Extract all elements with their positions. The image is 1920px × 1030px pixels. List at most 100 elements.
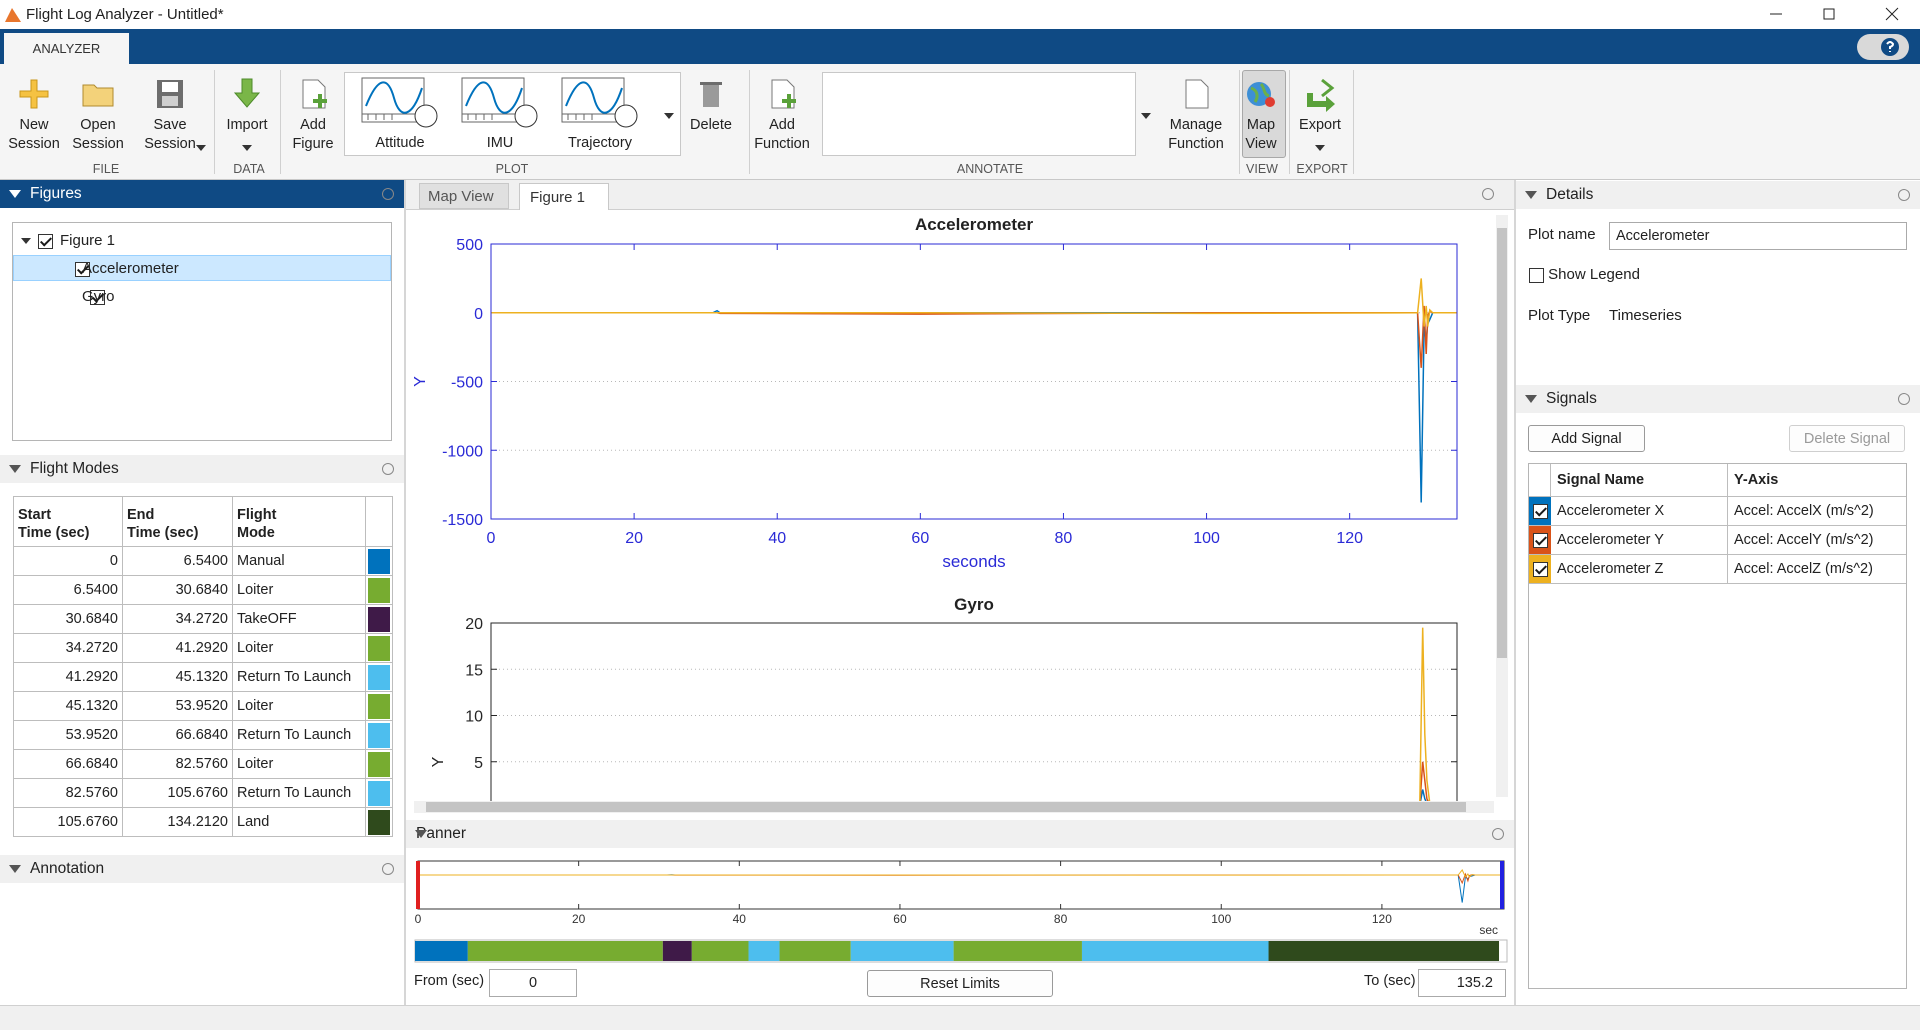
restore[interactable] [1823, 8, 1835, 20]
checkbox[interactable] [75, 261, 90, 277]
y-tick-label: 10 [465, 709, 483, 726]
x-tick-label: 40 [768, 530, 786, 547]
help-button[interactable] [1856, 33, 1910, 61]
panner-box [417, 860, 1505, 910]
checkbox[interactable] [1532, 532, 1548, 548]
row: 0 6.5400 Manual [13, 546, 393, 576]
window-controls[interactable] [1750, 0, 1920, 29]
ribbon-tab[interactable]: ANALYZER [4, 33, 129, 64]
close[interactable] [1885, 7, 1899, 21]
panel-header[interactable]: Panner [406, 820, 1514, 848]
doc-tab[interactable]: Figure 1 [519, 183, 609, 210]
mode-segment [1081, 941, 1269, 961]
splitter[interactable] [404, 180, 406, 1005]
icon [233, 78, 261, 108]
tree-label[interactable]: Accelerometer [82, 260, 179, 277]
ribbon-button[interactable]: Export [1280, 64, 1360, 164]
mode-color-cell [365, 720, 393, 750]
save-dropdown[interactable] [196, 145, 206, 151]
icon-shape [461, 77, 525, 123]
icon-shape [562, 113, 624, 120]
field-label: Plot Type [1528, 307, 1591, 324]
series-line [1419, 789, 1427, 801]
from-handle[interactable] [416, 861, 420, 909]
ribbon-button[interactable]: Delete [671, 64, 751, 164]
to-input[interactable]: 135.2 [1418, 969, 1506, 997]
expander[interactable] [21, 238, 31, 244]
to-handle[interactable] [1500, 861, 1504, 909]
show-legend[interactable]: Show Legend [1529, 266, 1640, 283]
title-bar: Flight Log Analyzer - Untitled* [0, 0, 1920, 29]
ribbon-button[interactable]: Add Function [742, 64, 822, 164]
ribbon-button[interactable]: Map View [1221, 64, 1301, 164]
cell: 6.5400 [13, 575, 123, 605]
group-label: PLOT [495, 162, 529, 176]
scroll-thumb[interactable] [1497, 228, 1507, 658]
from-input[interactable]: 0 [489, 969, 577, 997]
header-line: Start [18, 507, 52, 523]
ribbon-button[interactable]: New Session [0, 64, 74, 164]
icon-shape [465, 81, 523, 114]
y-tick-label: 500 [456, 237, 483, 254]
mode-color-cell [365, 633, 393, 663]
panel-header[interactable]: Annotation [0, 855, 404, 883]
group-separator [214, 70, 215, 174]
v-scrollbar[interactable] [1496, 215, 1508, 797]
close-icon[interactable] [1482, 188, 1494, 200]
mode-color [368, 751, 390, 777]
x-tick-label: 60 [911, 530, 929, 547]
help-glyph [1886, 41, 1895, 52]
icon [461, 77, 538, 128]
row: 53.9520 66.6840 Return To Launch [13, 720, 393, 750]
cell: 41.2920 [13, 662, 123, 692]
cell: Loiter [232, 749, 366, 779]
doc-tab[interactable]: Map View [419, 183, 509, 209]
ribbon-button[interactable]: Attitude [360, 64, 440, 164]
y-tick-label: -1000 [442, 443, 483, 460]
ribbon-button[interactable]: Import [207, 64, 287, 164]
h-scrollbar[interactable] [414, 801, 1494, 813]
mode-color-cell [365, 662, 393, 692]
mode-color [368, 780, 390, 806]
ribbon-button[interactable]: IMU [460, 64, 540, 164]
ribbon-button[interactable]: Add Figure [273, 64, 353, 164]
checkbox[interactable] [1532, 561, 1548, 577]
cell: 66.6840 [13, 749, 123, 779]
button-label: New Session [8, 117, 60, 152]
add-signal-button[interactable]: Add Signal [1528, 425, 1645, 452]
mode-color [368, 635, 390, 661]
cell: 53.9520 [13, 720, 123, 750]
icon-shape [19, 79, 49, 109]
delete-signal-button: Delete Signal [1789, 425, 1905, 452]
tree-label[interactable]: Figure 1 [60, 232, 116, 249]
selected-row [13, 255, 391, 281]
panner[interactable]: 0 20 40 60 80 100 120 sec [406, 848, 1514, 968]
annotate-dropdown[interactable] [1141, 113, 1151, 119]
ribbon-button[interactable]: Open Session [58, 64, 138, 164]
export-dropdown[interactable] [1315, 145, 1325, 151]
series-line [491, 309, 1457, 503]
checkbox[interactable] [90, 289, 105, 305]
mode-color-cell [365, 691, 393, 721]
import-dropdown[interactable] [242, 145, 252, 151]
gallery-dropdown[interactable] [664, 113, 674, 119]
checkbox[interactable] [1529, 267, 1544, 283]
ribbon-button[interactable]: Trajectory [560, 64, 640, 164]
icon [82, 84, 114, 107]
cell: Accelerometer X [1551, 497, 1728, 526]
tree-label[interactable]: Gyro [82, 288, 115, 305]
panel-header[interactable]: Figures [0, 180, 404, 208]
checkbox[interactable] [1532, 503, 1548, 519]
checkbox[interactable] [38, 233, 53, 249]
ribbon-button[interactable]: Save Session [130, 64, 210, 164]
ribbon-button[interactable]: Manage Function [1156, 64, 1236, 164]
mode-color [368, 722, 390, 748]
scroll-thumb[interactable] [426, 802, 1466, 812]
splitter[interactable] [1514, 180, 1516, 1005]
plot-name-input[interactable]: Accelerometer [1609, 222, 1907, 250]
axes-box [490, 243, 1458, 520]
reset-limits-button[interactable]: Reset Limits [867, 970, 1053, 997]
panel-header[interactable]: Details [1516, 181, 1920, 209]
panel-header[interactable]: Signals [1516, 385, 1920, 413]
panel-header[interactable]: Flight Modes [0, 455, 404, 483]
